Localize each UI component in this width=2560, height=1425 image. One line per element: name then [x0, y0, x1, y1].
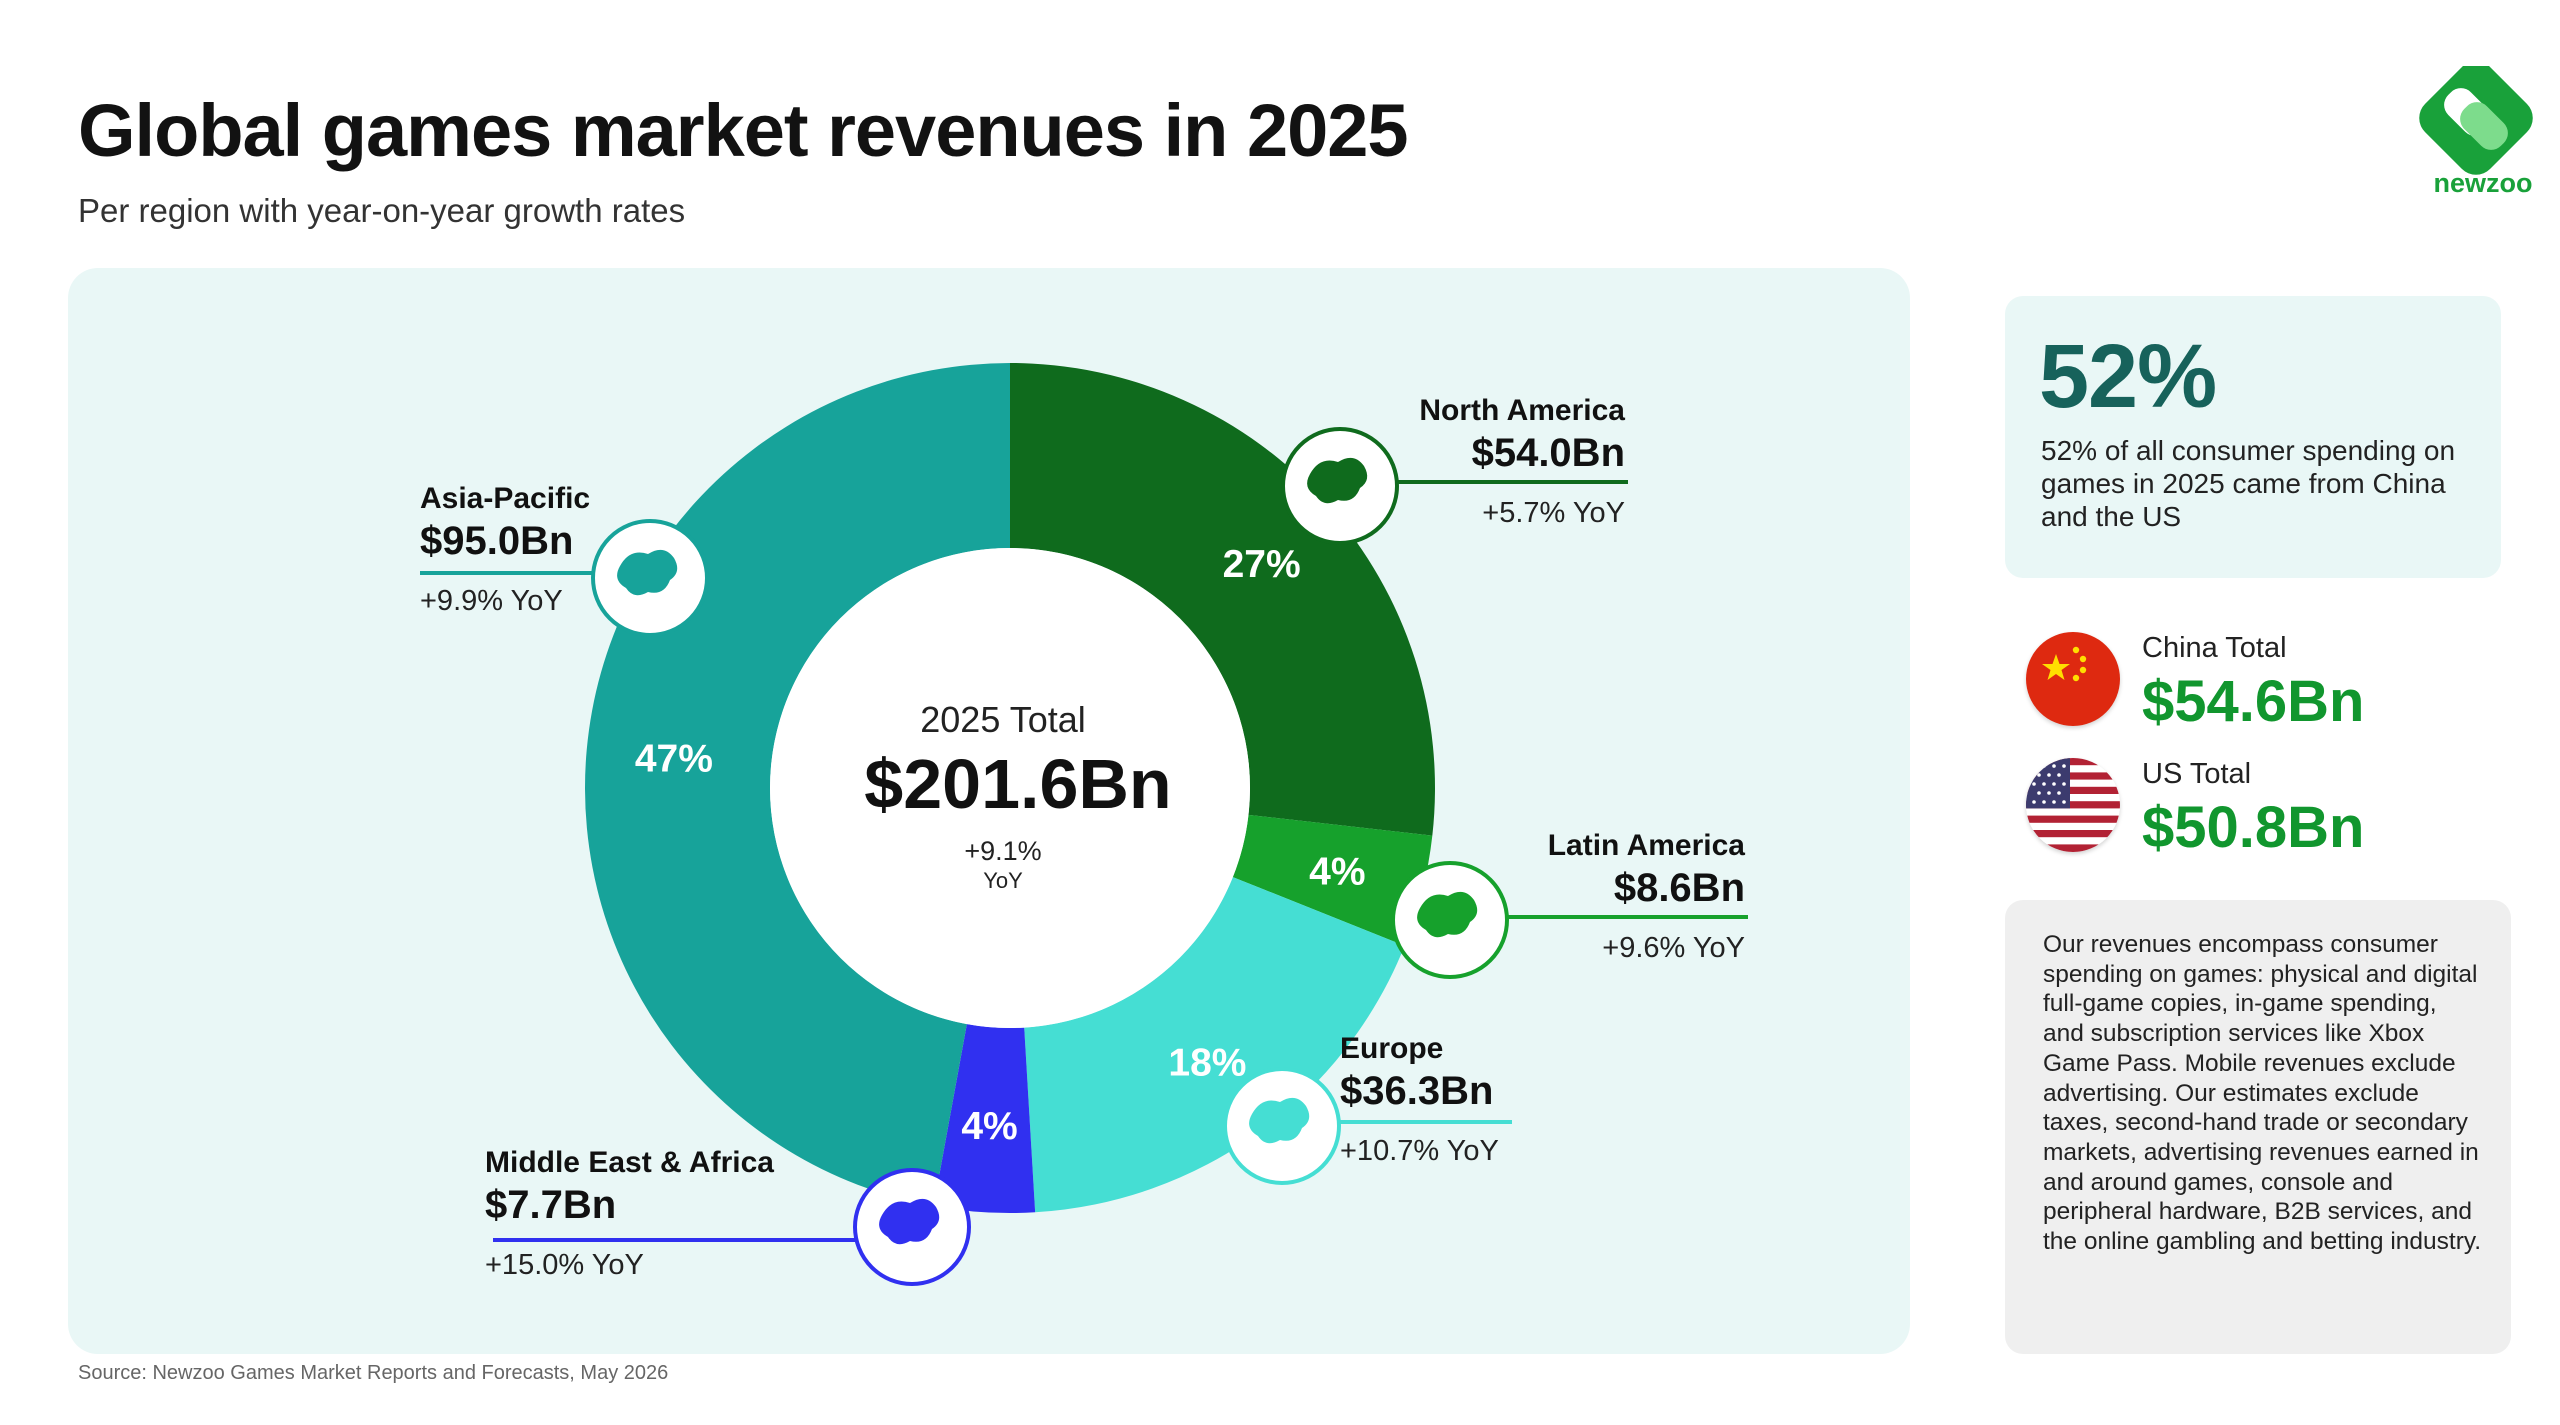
center-growth: +9.1% [964, 836, 1041, 866]
slice-share-labels: 27% 4% 18% 4% 47% [635, 543, 1366, 1148]
us-total: US Total $50.8Bn [2026, 758, 2506, 868]
stat-card: 52% 52% of all consumer spending on game… [2005, 296, 2501, 578]
slice-share-label-europe: 18% [1168, 1042, 1246, 1085]
slice-europe [1024, 877, 1405, 1213]
source-note: Source: Newzoo Games Market Reports and … [78, 1362, 669, 1384]
region-value: $36.3Bn [1340, 1069, 1493, 1113]
region-callouts: North America $54.0Bn +5.7% YoY Latin Ameri… [420, 394, 1748, 1286]
region-growth: +9.6% YoY [1602, 932, 1745, 964]
stat-percentage: 52% [2039, 327, 2217, 427]
region-growth: +10.7% YoY [1340, 1135, 1499, 1167]
region-value: $95.0Bn [420, 519, 573, 563]
callout-asia-pacific: Asia-Pacific $95.0Bn +9.9% YoY [420, 482, 709, 637]
map-shape [1307, 457, 1368, 504]
page-subtitle: Per region with year-on-year growth rate… [78, 192, 686, 229]
map-shape [1249, 1097, 1310, 1144]
china-total: China Total $54.6Bn [2026, 632, 2506, 742]
slice-latin-america [1232, 814, 1433, 946]
slice-share-label-middle-east-africa: 4% [961, 1105, 1017, 1148]
region-name: Europe [1340, 1032, 1443, 1065]
newzoo-logo-icon [2419, 66, 2533, 175]
region-value: $8.6Bn [1614, 866, 1745, 910]
us-total-label: US Total [2142, 758, 2252, 790]
center-total-value: $201.6Bn [864, 745, 1171, 823]
stat-description: 52% of all consumer spending on games in… [2041, 435, 2456, 532]
region-name: North America [1419, 394, 1625, 427]
slice-share-label-asia-pacific: 47% [635, 738, 713, 781]
region-growth: +9.9% YoY [420, 585, 563, 617]
region-name: Latin America [1548, 829, 1746, 862]
us-total-value: $50.8Bn [2142, 795, 2365, 860]
center-growth-unit: YoY [983, 868, 1023, 893]
donut-hole [770, 548, 1250, 1028]
center-total-label: 2025 Total [920, 699, 1085, 740]
region-growth: +5.7% YoY [1482, 497, 1625, 529]
map-shape [879, 1198, 940, 1245]
china-total-label: China Total [2142, 632, 2287, 664]
region-value: $54.0Bn [1472, 431, 1625, 475]
region-value: $7.7Bn [485, 1183, 616, 1227]
region-name: Middle East & Africa [485, 1146, 774, 1179]
us-flag-icon [2026, 758, 2120, 852]
slice-middle-east-africa [933, 1024, 1036, 1213]
callout-europe: Europe $36.3Bn +10.7% YoY [1223, 1032, 1512, 1185]
logo-wordmark: newzoo [2433, 168, 2533, 198]
callout-north-america: North America $54.0Bn +5.7% YoY [1281, 394, 1628, 545]
methodology-note-card: Our revenues encompass consumer spending… [2005, 900, 2511, 1354]
china-flag-icon [2026, 632, 2120, 726]
region-name: Asia-Pacific [420, 482, 590, 515]
map-shape [617, 549, 678, 596]
map-shape [1417, 891, 1478, 938]
callout-middle-east-africa: Middle East & Africa $7.7Bn +15.0% YoY [485, 1146, 971, 1286]
slice-share-label-north-america: 27% [1223, 543, 1301, 586]
slice-north-america [1010, 363, 1435, 836]
region-growth: +15.0% YoY [485, 1249, 644, 1281]
methodology-note: Our revenues encompass consumer spending… [2043, 931, 2482, 1256]
china-total-value: $54.6Bn [2142, 669, 2365, 734]
page-title: Global games market revenues in 2025 [78, 89, 1409, 172]
slice-share-label-latin-america: 4% [1309, 850, 1365, 893]
callout-latin-america: Latin America $8.6Bn +9.6% YoY [1391, 829, 1748, 979]
